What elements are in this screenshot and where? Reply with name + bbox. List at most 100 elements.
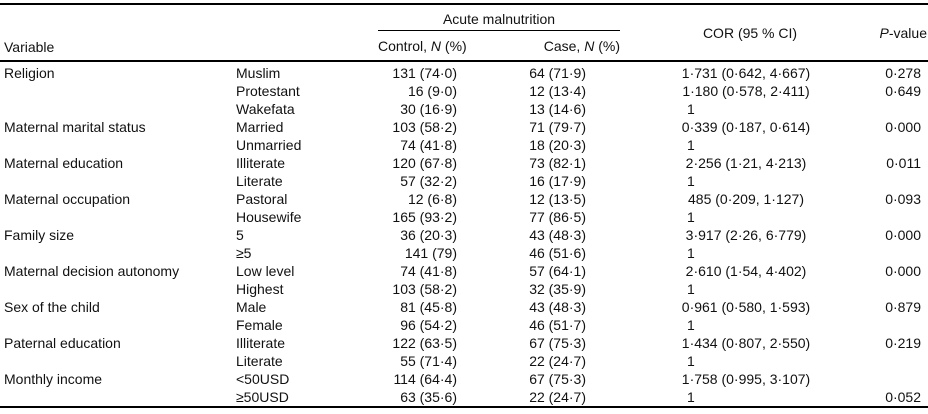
case-n-pct-cell: 43 (48·3) (529, 299, 586, 315)
control-n-pct-cell: 16 (9·0) (407, 83, 457, 99)
table-row: Housewife 165 (93·2) 77 (86·5) 1 (0, 208, 928, 226)
table-body: Religion Muslim 131 (74·0) 64 (71·9) 1·731 (… (0, 64, 928, 406)
category-cell: <50USD (236, 371, 290, 387)
variable-column-header: Variable (4, 39, 55, 55)
table-row: Female 96 (54·2) 46 (51·7) 1 (0, 316, 928, 334)
pvalue-cell (856, 136, 921, 154)
category-cell: 5 (236, 227, 244, 243)
control-n-pct-cell: 141 (79) (404, 245, 457, 261)
cor-ci-cell: 1·180 (0·578, 2·411) (682, 83, 810, 99)
variable-cell (0, 244, 236, 262)
variable-cell: Maternal education (4, 155, 124, 171)
variable-cell (0, 388, 236, 406)
pvalue-cell: 0·000 (885, 119, 921, 135)
variable-cell: Monthly income (4, 371, 103, 387)
case-n-pct-cell: 13 (14·6) (529, 101, 586, 117)
case-n-pct-cell: 73 (82·1) (529, 155, 586, 171)
control-n-pct-cell: 103 (58·2) (392, 119, 457, 135)
variable-cell: Maternal decision autonomy (4, 263, 180, 279)
case-n-pct-cell: 32 (35·9) (529, 281, 586, 297)
table-row: Monthly income <50USD 114 (64·4) 67 (75·3) 1… (0, 370, 928, 388)
category-cell: ≥5 (236, 245, 252, 261)
table-row: Literate 57 (32·2) 16 (17·9) 1 (0, 172, 928, 190)
case-n-pct-cell: 12 (13·4) (529, 83, 586, 99)
control-n-pct-cell: 114 (64·4) (393, 371, 457, 387)
cor-ci-cell: 3·917 (2·26, 6·779) (685, 227, 807, 243)
pvalue-cell: 0·000 (885, 227, 921, 243)
variable-cell (0, 172, 236, 190)
case-header-prefix: Case, (543, 38, 585, 54)
pvalue-cell (856, 280, 921, 298)
category-cell: Literate (236, 353, 283, 369)
cor-ci-cell: 1 (687, 245, 695, 261)
cor-ci-cell: 1 (687, 137, 695, 153)
pvalue-cell: 0·219 (885, 335, 921, 351)
cor-ci-cell: 1 (687, 209, 695, 225)
cor-ci-cell: 2·610 (1·54, 4·402) (685, 263, 807, 279)
table-row: Unmarried 74 (41·8) 18 (20·3) 1 (0, 136, 928, 154)
variable-cell: Paternal education (4, 335, 121, 351)
pvalue-cell (856, 370, 921, 388)
category-cell: Highest (236, 281, 284, 297)
table-row: Maternal education Illiterate 120 (67·8) 73… (0, 154, 928, 172)
variable-cell (0, 316, 236, 334)
cor-ci-cell: 1 (687, 173, 695, 189)
pvalue-cell: 0·879 (885, 299, 921, 315)
category-cell: Low level (236, 263, 295, 279)
control-n-pct-cell: 63 (35·6) (400, 389, 457, 405)
control-header-n-italic: N (430, 38, 442, 54)
cor-column-header: COR (95 % CI) (702, 25, 798, 41)
control-header-prefix: Control, (378, 38, 431, 54)
variable-cell: Religion (4, 65, 55, 81)
pvalue-cell: 0·000 (885, 263, 921, 279)
control-n-pct-cell: 55 (71·4) (400, 353, 457, 369)
cor-ci-cell: 1 (687, 389, 695, 405)
control-n-pct-cell: 57 (32·2) (400, 173, 457, 189)
table-row: Literate 55 (71·4) 22 (24·7) 1 (0, 352, 928, 370)
table-row: Maternal occupation Pastoral 12 (6·8) 12 (1… (0, 190, 928, 208)
control-header-suffix: (%) (441, 38, 467, 54)
pvalue-cell (856, 208, 921, 226)
control-n-pct-cell: 122 (63·5) (392, 335, 457, 351)
case-column-header: Case, N (%) (470, 38, 620, 54)
table-row: Family size 5 36 (20·3) 43 (48·3) 3·917 (2·2… (0, 226, 928, 244)
pvalue-cell: 0·052 (885, 389, 921, 405)
variable-cell: Family size (4, 227, 75, 243)
pvalue-header-suffix: -value (888, 25, 927, 41)
variable-cell (0, 82, 236, 100)
category-cell: Literate (236, 173, 283, 189)
case-n-pct-cell: 46 (51·6) (529, 245, 586, 261)
pvalue-cell: 0·093 (885, 191, 921, 207)
table-row: Protestant 16 (9·0) 12 (13·4) 1·180 (0·578,… (0, 82, 928, 100)
control-n-pct-cell: 120 (67·8) (392, 155, 457, 171)
control-column-header: Control, N (%) (378, 38, 467, 54)
pvalue-cell: 0·649 (885, 83, 921, 99)
case-n-pct-cell: 77 (86·5) (529, 209, 586, 225)
category-cell: Married (236, 119, 284, 135)
cor-ci-cell: 1 (687, 101, 695, 117)
control-n-pct-cell: 103 (58·2) (392, 281, 457, 297)
case-n-pct-cell: 57 (64·1) (529, 263, 586, 279)
variable-cell: Sex of the child (4, 299, 100, 315)
control-n-pct-cell: 74 (41·8) (400, 263, 457, 279)
case-n-pct-cell: 18 (20·3) (529, 137, 586, 153)
control-n-pct-cell: 74 (41·8) (400, 137, 457, 153)
pvalue-cell (856, 100, 921, 118)
group-header-spanner-rule (378, 30, 620, 31)
case-n-pct-cell: 71 (79·7) (529, 119, 586, 135)
cor-ci-cell: 0·961 (0·580, 1·593) (681, 299, 811, 315)
case-n-pct-cell: 43 (48·3) (529, 227, 586, 243)
table-row: Highest 103 (58·2) 32 (35·9) 1 (0, 280, 928, 298)
case-n-pct-cell: 64 (71·9) (529, 65, 586, 81)
category-cell: Unmarried (236, 137, 302, 153)
cor-ci-cell: 0·339 (0·187, 0·614) (681, 119, 811, 135)
variable-cell: Maternal marital status (4, 119, 146, 135)
category-cell: Illiterate (236, 155, 286, 171)
variable-cell (0, 136, 236, 154)
acute-malnutrition-group-header: Acute malnutrition (442, 11, 556, 27)
cor-ci-cell: 485 (0·209, 1·127) (688, 191, 804, 207)
case-n-pct-cell: 67 (75·3) (529, 335, 586, 351)
variable-cell (0, 352, 236, 370)
header-body-separator-rule (0, 60, 928, 62)
